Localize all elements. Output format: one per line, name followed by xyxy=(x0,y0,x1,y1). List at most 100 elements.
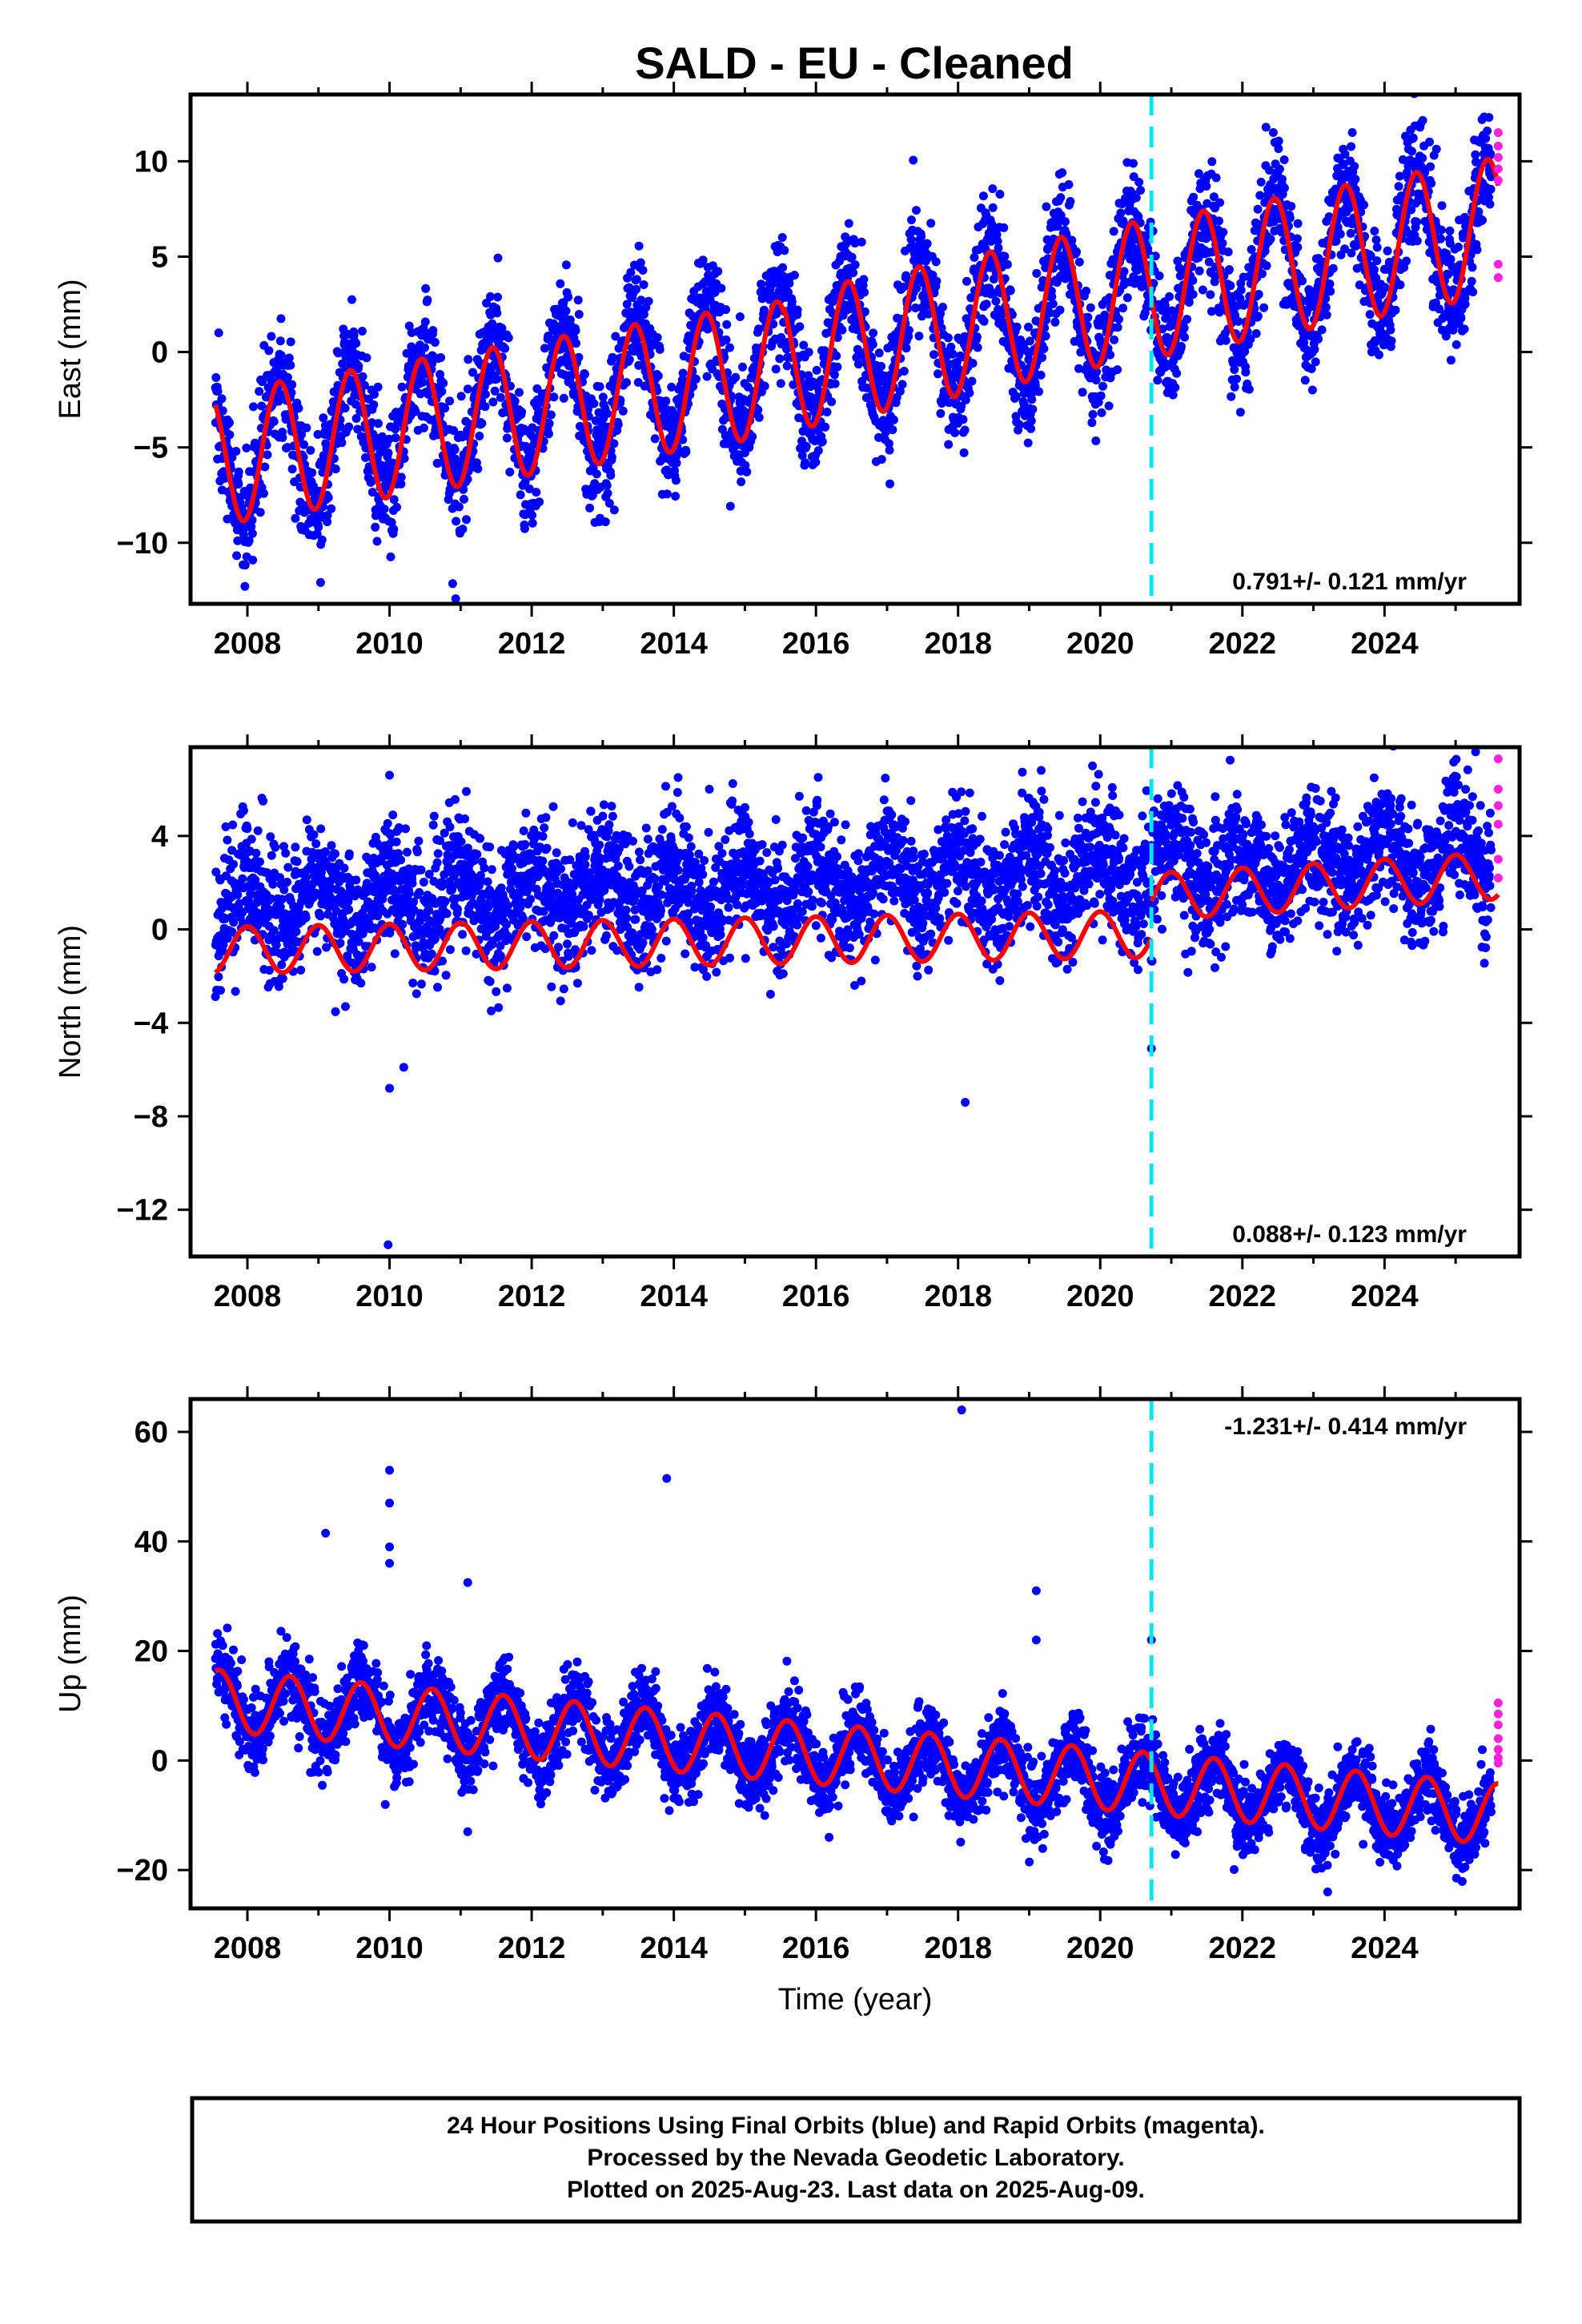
data-point xyxy=(1198,285,1207,295)
data-point xyxy=(946,342,956,352)
data-point xyxy=(1478,215,1487,225)
data-point xyxy=(312,529,322,539)
data-point xyxy=(833,362,842,372)
data-point xyxy=(238,874,247,883)
data-point xyxy=(830,379,840,388)
data-point xyxy=(1427,179,1436,188)
data-point xyxy=(312,947,322,956)
data-point xyxy=(748,432,757,441)
final-orbit-points xyxy=(211,94,1496,604)
x-tick-label: 2020 xyxy=(1066,627,1134,661)
data-point xyxy=(1129,159,1138,168)
data-point xyxy=(1000,251,1010,261)
data-point xyxy=(754,412,764,422)
data-point xyxy=(1279,155,1289,164)
data-point xyxy=(1467,276,1476,286)
data-point xyxy=(1326,287,1335,296)
data-point xyxy=(741,460,750,470)
data-point xyxy=(958,415,968,424)
data-point xyxy=(1412,217,1421,227)
data-point xyxy=(1056,211,1066,220)
data-point xyxy=(301,913,311,923)
data-point xyxy=(1227,392,1236,401)
model-fit-segment xyxy=(781,219,1154,429)
data-point xyxy=(1042,202,1051,211)
data-point xyxy=(992,230,1002,239)
data-point xyxy=(571,326,580,336)
data-point xyxy=(276,314,286,324)
data-point xyxy=(1218,239,1227,248)
data-point xyxy=(1226,281,1235,291)
data-point xyxy=(319,413,328,423)
data-point xyxy=(907,215,916,225)
data-point xyxy=(1293,243,1303,252)
data-point xyxy=(671,492,681,501)
data-point xyxy=(255,387,264,396)
data-point xyxy=(991,296,1001,306)
data-point xyxy=(532,488,541,497)
data-point xyxy=(249,402,258,412)
data-point xyxy=(817,436,827,446)
data-point xyxy=(264,346,274,356)
data-point xyxy=(493,292,503,302)
data-point xyxy=(801,441,811,451)
data-point xyxy=(603,408,612,418)
data-point xyxy=(1244,384,1254,394)
data-point xyxy=(961,395,970,404)
data-point xyxy=(829,370,839,380)
data-point xyxy=(930,350,938,360)
data-point xyxy=(1215,216,1223,226)
data-point xyxy=(211,992,220,1001)
x-tick-label: 2024 xyxy=(1351,627,1419,661)
data-point xyxy=(488,397,498,407)
data-point xyxy=(926,219,936,228)
data-point xyxy=(255,857,264,866)
data-point xyxy=(862,383,872,392)
data-point xyxy=(258,377,267,387)
data-point xyxy=(592,469,601,479)
data-point xyxy=(240,561,250,570)
data-point xyxy=(371,522,380,532)
data-point xyxy=(1366,251,1375,261)
data-point xyxy=(874,348,884,358)
data-point xyxy=(917,231,926,241)
data-point xyxy=(454,502,464,512)
data-point xyxy=(1116,208,1126,218)
data-point xyxy=(725,343,734,352)
data-point xyxy=(423,296,432,305)
data-point xyxy=(400,454,409,463)
data-point xyxy=(1371,235,1381,244)
data-point xyxy=(218,406,227,416)
data-point xyxy=(948,349,958,359)
data-point xyxy=(1265,166,1274,175)
data-point xyxy=(1481,134,1491,143)
data-point xyxy=(1129,172,1138,182)
data-point xyxy=(1002,259,1012,269)
data-point xyxy=(1472,245,1482,255)
data-point xyxy=(1394,182,1403,191)
rapid-orbit-points xyxy=(1493,128,1503,283)
data-point xyxy=(247,834,256,844)
data-point xyxy=(239,806,248,815)
data-point xyxy=(1048,300,1058,308)
data-point xyxy=(881,428,890,437)
data-point xyxy=(789,271,799,280)
data-point xyxy=(1454,243,1463,251)
data-point xyxy=(1011,392,1021,401)
data-point xyxy=(702,372,712,381)
data-point xyxy=(917,312,926,321)
data-point xyxy=(445,396,455,406)
data-point xyxy=(528,510,536,520)
data-point xyxy=(850,239,860,248)
data-point xyxy=(1027,395,1037,404)
data-point xyxy=(219,940,228,950)
data-point xyxy=(1307,364,1316,373)
data-point xyxy=(888,425,897,435)
data-point xyxy=(972,332,982,342)
data-point xyxy=(287,380,297,389)
data-point xyxy=(633,378,643,387)
data-point xyxy=(351,339,361,348)
data-point xyxy=(306,445,315,455)
data-point xyxy=(600,517,610,527)
data-point xyxy=(253,826,263,835)
